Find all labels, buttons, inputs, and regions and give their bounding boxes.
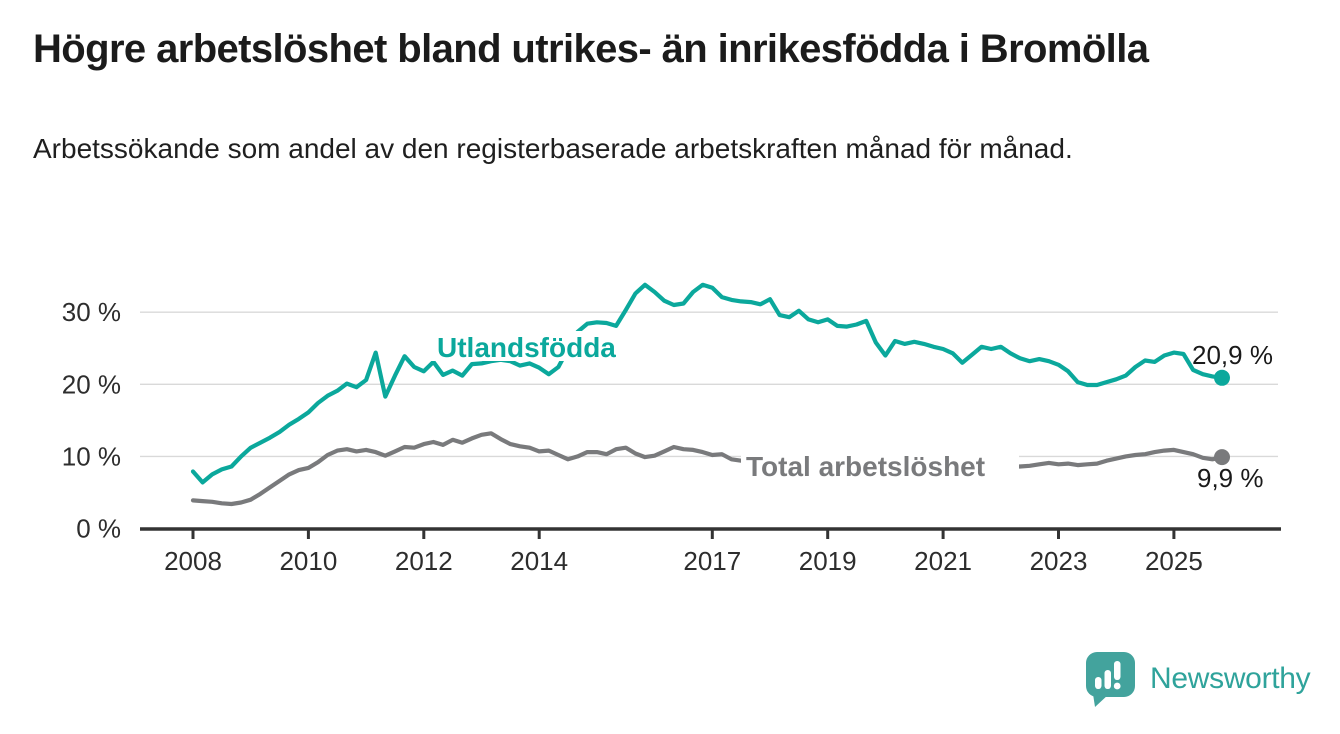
y-tick-label: 20 % <box>62 369 121 399</box>
series-end-dot-0 <box>1214 369 1230 386</box>
series-end-dot-1 <box>1214 449 1230 466</box>
y-tick-label: 10 % <box>62 441 121 471</box>
series-label-total-arbetsloshet: Total arbetslöshet <box>746 451 985 482</box>
series-label-mask <box>741 453 1019 480</box>
logo-exclamation-dot <box>1113 682 1121 690</box>
end-value-label-total: 9,9 % <box>1197 463 1264 493</box>
logo-bar-short <box>1095 677 1102 689</box>
end-value-label-utlandsfodda: 20,9 % <box>1192 340 1273 370</box>
newsworthy-logo-icon <box>1086 652 1135 707</box>
x-tick-label: 2014 <box>510 546 568 576</box>
chart-grid-layer: 0 % 10 % 20 % 30 % <box>62 297 1278 544</box>
x-tick-label: 2023 <box>1030 546 1088 576</box>
x-tick-label: 2008 <box>164 546 222 576</box>
chart-subtitle: Arbetssökande som andel av den registerb… <box>33 133 1073 164</box>
x-tick-label: 2021 <box>914 546 972 576</box>
y-tick-label: 30 % <box>62 297 121 327</box>
logo-bubble-tail <box>1093 694 1109 707</box>
chart-series-layer <box>190 282 1225 507</box>
chart-title: Högre arbetslöshet bland utrikes- än inr… <box>33 27 1149 71</box>
newsworthy-logo-text: Newsworthy <box>1150 662 1311 695</box>
x-tick-label: 2010 <box>279 546 337 576</box>
y-tick-label: 0 % <box>76 514 121 544</box>
x-tick-label: 2017 <box>683 546 741 576</box>
x-tick-label: 2019 <box>799 546 857 576</box>
series-line-0 <box>190 282 1225 485</box>
series-label-mask <box>430 331 646 361</box>
logo-bar-tall <box>1104 670 1111 689</box>
series-label-utlandsfodda: Utlandsfödda <box>437 332 616 363</box>
series-line-1 <box>190 431 1225 507</box>
chart-axis-layer: 2008 2010 2012 2014 2017 2019 2021 2023 2025 <box>140 369 1281 576</box>
x-tick-label: 2012 <box>395 546 453 576</box>
logo-exclamation-bar <box>1114 661 1121 680</box>
x-tick-label: 2025 <box>1145 546 1203 576</box>
newsworthy-logo[interactable]: Newsworthy <box>1083 650 1311 708</box>
